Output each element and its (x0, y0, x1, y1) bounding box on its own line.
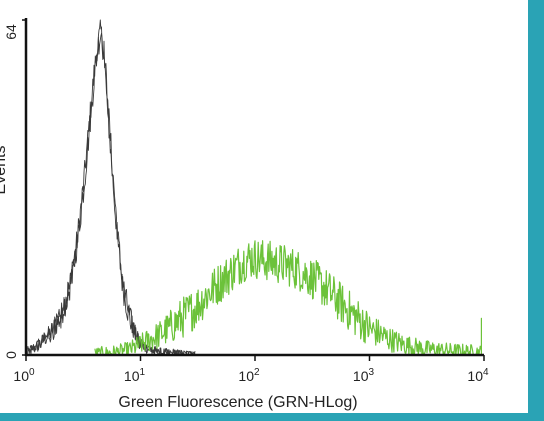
x-axis-title: Green Fluorescence (GRN-HLog) (118, 394, 357, 411)
x-tick-label-3: 103 (353, 367, 375, 384)
bottom-frame-border (0, 413, 544, 421)
histogram-series-1 (94, 240, 482, 356)
y-tick-label-0: 0 (3, 351, 19, 359)
tick-layer: 100 101 102 103 104 0 64 (3, 19, 489, 384)
y-tick-label-1: 64 (3, 24, 19, 40)
right-frame-border (528, 0, 544, 421)
y-axis-title: Events (0, 146, 9, 195)
x-tick-label-0: 100 (13, 367, 35, 384)
x-tick-label-2: 102 (238, 367, 260, 384)
x-tick-label-1: 101 (124, 367, 146, 384)
x-tick-label-4: 104 (467, 367, 489, 384)
histogram-series-0 (25, 19, 196, 356)
histogram-chart: 100 101 102 103 104 0 64 Events Green Fluoresc… (0, 18, 489, 411)
series-layer (25, 19, 482, 356)
histogram-series-0 (26, 32, 197, 356)
